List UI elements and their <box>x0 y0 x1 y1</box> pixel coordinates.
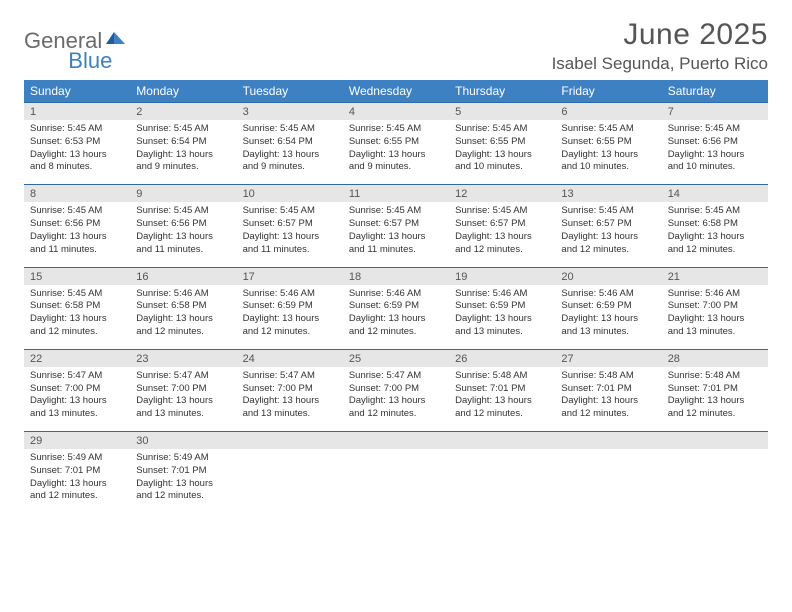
day-cell: Sunrise: 5:49 AMSunset: 7:01 PMDaylight:… <box>130 449 236 513</box>
day-number: 23 <box>130 349 236 367</box>
day-number: 13 <box>555 185 661 203</box>
day-cell: Sunrise: 5:47 AMSunset: 7:00 PMDaylight:… <box>343 367 449 432</box>
day-cell: Sunrise: 5:46 AMSunset: 6:59 PMDaylight:… <box>555 285 661 350</box>
location: Isabel Segunda, Puerto Rico <box>552 54 768 74</box>
day-cell: Sunrise: 5:47 AMSunset: 7:00 PMDaylight:… <box>130 367 236 432</box>
day-cell: Sunrise: 5:45 AMSunset: 6:53 PMDaylight:… <box>24 120 130 185</box>
content-row: Sunrise: 5:49 AMSunset: 7:01 PMDaylight:… <box>24 449 768 513</box>
day-cell: Sunrise: 5:46 AMSunset: 6:58 PMDaylight:… <box>130 285 236 350</box>
day-cell <box>449 449 555 513</box>
daynum-row: 1234567 <box>24 103 768 121</box>
day-number: 12 <box>449 185 555 203</box>
day-number: 26 <box>449 349 555 367</box>
day-cell: Sunrise: 5:45 AMSunset: 6:56 PMDaylight:… <box>662 120 768 185</box>
dow-thursday: Thursday <box>449 80 555 103</box>
day-cell: Sunrise: 5:45 AMSunset: 6:55 PMDaylight:… <box>449 120 555 185</box>
day-number: 30 <box>130 432 236 450</box>
day-number <box>662 432 768 450</box>
day-cell: Sunrise: 5:45 AMSunset: 6:57 PMDaylight:… <box>555 202 661 267</box>
day-cell: Sunrise: 5:49 AMSunset: 7:01 PMDaylight:… <box>24 449 130 513</box>
day-number: 1 <box>24 103 130 121</box>
dow-row: Sunday Monday Tuesday Wednesday Thursday… <box>24 80 768 103</box>
day-cell: Sunrise: 5:47 AMSunset: 7:00 PMDaylight:… <box>24 367 130 432</box>
day-cell: Sunrise: 5:45 AMSunset: 6:56 PMDaylight:… <box>24 202 130 267</box>
day-number: 16 <box>130 267 236 285</box>
day-cell <box>555 449 661 513</box>
day-number: 11 <box>343 185 449 203</box>
day-cell: Sunrise: 5:46 AMSunset: 6:59 PMDaylight:… <box>449 285 555 350</box>
content-row: Sunrise: 5:45 AMSunset: 6:58 PMDaylight:… <box>24 285 768 350</box>
dow-friday: Friday <box>555 80 661 103</box>
day-cell: Sunrise: 5:46 AMSunset: 6:59 PMDaylight:… <box>343 285 449 350</box>
day-number: 4 <box>343 103 449 121</box>
day-cell <box>237 449 343 513</box>
day-number: 22 <box>24 349 130 367</box>
content-row: Sunrise: 5:47 AMSunset: 7:00 PMDaylight:… <box>24 367 768 432</box>
day-number: 28 <box>662 349 768 367</box>
day-number: 5 <box>449 103 555 121</box>
day-number: 7 <box>662 103 768 121</box>
day-number: 6 <box>555 103 661 121</box>
day-number <box>237 432 343 450</box>
day-number: 2 <box>130 103 236 121</box>
daynum-row: 15161718192021 <box>24 267 768 285</box>
page-header: General Blue June 2025 Isabel Segunda, P… <box>24 18 768 74</box>
day-number <box>343 432 449 450</box>
day-number: 14 <box>662 185 768 203</box>
day-cell: Sunrise: 5:45 AMSunset: 6:57 PMDaylight:… <box>449 202 555 267</box>
day-number: 29 <box>24 432 130 450</box>
day-cell: Sunrise: 5:45 AMSunset: 6:55 PMDaylight:… <box>343 120 449 185</box>
day-cell: Sunrise: 5:48 AMSunset: 7:01 PMDaylight:… <box>449 367 555 432</box>
day-number: 21 <box>662 267 768 285</box>
calendar-table: Sunday Monday Tuesday Wednesday Thursday… <box>24 80 768 513</box>
day-number: 17 <box>237 267 343 285</box>
logo-text-blue: Blue <box>68 48 112 74</box>
day-cell: Sunrise: 5:45 AMSunset: 6:57 PMDaylight:… <box>343 202 449 267</box>
day-cell: Sunrise: 5:46 AMSunset: 7:00 PMDaylight:… <box>662 285 768 350</box>
day-number: 20 <box>555 267 661 285</box>
daynum-row: 891011121314 <box>24 185 768 203</box>
day-cell: Sunrise: 5:46 AMSunset: 6:59 PMDaylight:… <box>237 285 343 350</box>
content-row: Sunrise: 5:45 AMSunset: 6:53 PMDaylight:… <box>24 120 768 185</box>
day-cell: Sunrise: 5:45 AMSunset: 6:55 PMDaylight:… <box>555 120 661 185</box>
day-number: 8 <box>24 185 130 203</box>
day-number: 15 <box>24 267 130 285</box>
day-cell: Sunrise: 5:45 AMSunset: 6:57 PMDaylight:… <box>237 202 343 267</box>
day-cell: Sunrise: 5:48 AMSunset: 7:01 PMDaylight:… <box>662 367 768 432</box>
title-block: June 2025 Isabel Segunda, Puerto Rico <box>552 18 768 74</box>
logo: General Blue <box>24 18 174 54</box>
day-number: 24 <box>237 349 343 367</box>
dow-saturday: Saturday <box>662 80 768 103</box>
dow-sunday: Sunday <box>24 80 130 103</box>
month-title: June 2025 <box>552 18 768 52</box>
day-number <box>449 432 555 450</box>
day-number: 10 <box>237 185 343 203</box>
day-number: 27 <box>555 349 661 367</box>
day-number: 3 <box>237 103 343 121</box>
day-cell: Sunrise: 5:45 AMSunset: 6:58 PMDaylight:… <box>24 285 130 350</box>
day-cell: Sunrise: 5:45 AMSunset: 6:56 PMDaylight:… <box>130 202 236 267</box>
dow-wednesday: Wednesday <box>343 80 449 103</box>
daynum-row: 2930 <box>24 432 768 450</box>
daynum-row: 22232425262728 <box>24 349 768 367</box>
dow-monday: Monday <box>130 80 236 103</box>
day-cell: Sunrise: 5:45 AMSunset: 6:58 PMDaylight:… <box>662 202 768 267</box>
content-row: Sunrise: 5:45 AMSunset: 6:56 PMDaylight:… <box>24 202 768 267</box>
day-cell: Sunrise: 5:47 AMSunset: 7:00 PMDaylight:… <box>237 367 343 432</box>
day-number <box>555 432 661 450</box>
day-number: 19 <box>449 267 555 285</box>
day-cell: Sunrise: 5:45 AMSunset: 6:54 PMDaylight:… <box>237 120 343 185</box>
day-number: 25 <box>343 349 449 367</box>
day-number: 9 <box>130 185 236 203</box>
day-cell: Sunrise: 5:48 AMSunset: 7:01 PMDaylight:… <box>555 367 661 432</box>
day-cell <box>662 449 768 513</box>
day-number: 18 <box>343 267 449 285</box>
day-cell: Sunrise: 5:45 AMSunset: 6:54 PMDaylight:… <box>130 120 236 185</box>
day-cell <box>343 449 449 513</box>
dow-tuesday: Tuesday <box>237 80 343 103</box>
